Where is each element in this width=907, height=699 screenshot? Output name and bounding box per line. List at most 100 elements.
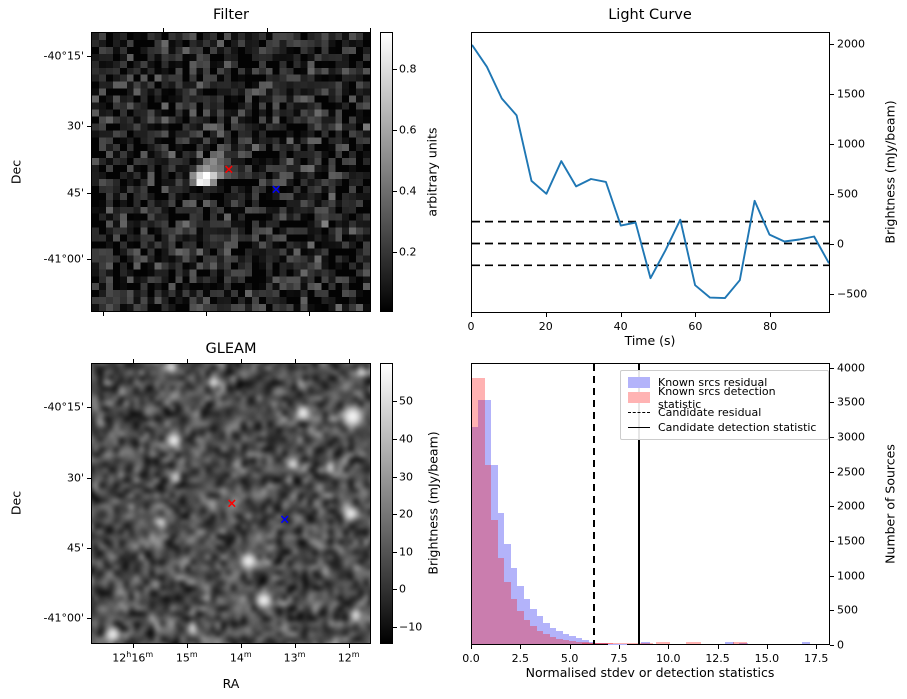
tick-mark xyxy=(830,506,834,508)
hist-bar-residual xyxy=(497,513,505,644)
filter-image-panel: × × xyxy=(91,32,371,312)
tick-mark xyxy=(87,617,91,619)
tick-mark xyxy=(87,548,91,550)
dec-tick-label: -40°15' xyxy=(43,400,85,414)
tick-mark xyxy=(830,144,834,145)
tick-mark xyxy=(348,359,350,363)
legend-item: Candidate detection statistic xyxy=(628,420,821,435)
hist-bar-detstat xyxy=(582,642,589,644)
tick-mark xyxy=(393,514,397,516)
hist-bar-residual xyxy=(569,636,576,644)
time-tick-label: 0 xyxy=(467,320,475,333)
tick-mark xyxy=(205,312,207,316)
hist-bar-detstat xyxy=(510,599,518,644)
hist-bar-residual xyxy=(594,642,602,644)
hist-bar-residual xyxy=(484,399,492,644)
legend-item-label: Known srcs detection statistic xyxy=(658,384,776,411)
colorbar-tick-label: 50 xyxy=(399,394,413,408)
tick-mark xyxy=(132,644,134,648)
filter-colorbar xyxy=(380,32,393,312)
colorbar-tick-label: 0 xyxy=(399,582,406,596)
tick-mark xyxy=(393,68,397,70)
hist-bar-residual xyxy=(523,598,531,644)
hist-bar-detstat xyxy=(497,558,505,644)
stdev-tick-label: 0.0 xyxy=(462,652,480,665)
stdev-tick-label: 17.5 xyxy=(803,652,829,665)
tick-mark xyxy=(471,645,472,649)
hist-bar-detstat xyxy=(588,642,595,644)
candidate-detection-statistic-line xyxy=(637,364,640,644)
hist-bar-detstat xyxy=(569,641,576,644)
count-tick-label: 2000 xyxy=(837,499,865,513)
tick-mark xyxy=(770,313,772,317)
legend-item-label: Candidate residual xyxy=(658,406,762,419)
stdev-tick-label: 2.5 xyxy=(511,652,530,665)
tick-mark xyxy=(830,471,834,473)
tick-mark xyxy=(830,44,834,45)
tick-mark xyxy=(87,126,91,128)
count-tick-label: 500 xyxy=(837,603,858,617)
tick-mark xyxy=(393,439,397,441)
tick-mark xyxy=(471,313,472,317)
time-tick-label: 60 xyxy=(688,320,703,333)
hist-bar-residual xyxy=(504,544,511,644)
ra-tick-label: 12m xyxy=(337,650,360,665)
count-tick-label: 2500 xyxy=(837,465,865,479)
legend-swatch-dashed-2 xyxy=(628,412,650,413)
hist-bar-detstat xyxy=(640,643,647,644)
hist-tail-bar xyxy=(725,641,734,644)
tick-mark xyxy=(545,313,547,317)
tick-mark xyxy=(87,193,91,194)
filter-dec-axis-label: Dec xyxy=(8,159,24,185)
legend-item: Known srcs residual xyxy=(628,375,821,390)
dec-tick-label: 45' xyxy=(66,186,84,200)
brightness-tick-label: −500 xyxy=(837,287,868,301)
hist-bar-detstat xyxy=(633,643,641,644)
time-tick-label: 20 xyxy=(538,320,553,333)
legend-item: Candidate residual xyxy=(628,405,821,420)
hist-tail-bar xyxy=(685,642,702,644)
tick-mark xyxy=(294,644,296,648)
tick-mark xyxy=(668,645,670,649)
legend-item-label: Known srcs residual xyxy=(658,376,768,389)
tick-mark xyxy=(830,402,834,404)
candidate-position-marker: × xyxy=(223,162,235,178)
filter-colorbar-label: arbitrary units xyxy=(424,127,440,217)
hist-tail-bar xyxy=(640,642,651,644)
time-tick-label: 80 xyxy=(763,320,778,333)
hist-tail-bar xyxy=(732,641,747,644)
tick-mark xyxy=(87,407,91,409)
count-tick-label: 1000 xyxy=(837,569,865,583)
stdev-tick-label: 10.0 xyxy=(656,652,681,665)
tick-mark xyxy=(618,645,620,649)
gleam-image xyxy=(92,364,370,643)
time-tick-label: 40 xyxy=(613,320,628,333)
hist-bar-residual xyxy=(601,643,608,644)
gleam-title: GLEAM xyxy=(205,341,257,357)
hist-tail-bar xyxy=(738,642,748,644)
brightness-tick-label: 2000 xyxy=(837,37,865,51)
hist-bar-detstat xyxy=(543,634,550,644)
tick-mark xyxy=(186,359,188,363)
hist-bar-detstat xyxy=(627,643,634,644)
hist-tail-bar xyxy=(656,641,671,644)
brightness-tick-label: 1000 xyxy=(837,137,865,151)
tick-mark xyxy=(266,28,268,32)
tick-mark xyxy=(830,437,834,439)
tick-mark xyxy=(393,551,397,553)
hist-bar-detstat xyxy=(556,638,563,644)
hist-bar-detstat xyxy=(575,641,583,644)
hist-bar-detstat xyxy=(562,640,570,644)
gleam-image-panel: × × xyxy=(91,363,371,644)
hist-bar-detstat xyxy=(607,643,615,644)
stdev-tick-label: 5.0 xyxy=(560,652,579,665)
hist-bar-residual xyxy=(510,568,518,644)
hist-bar-detstat xyxy=(614,643,621,644)
colorbar-tick-label: 30 xyxy=(399,470,413,484)
count-tick-label: 0 xyxy=(837,638,844,652)
hist-bar-detstat xyxy=(504,582,511,644)
hist-bar-detstat xyxy=(620,643,628,644)
stdev-tick-label: 12.5 xyxy=(705,652,730,665)
tick-mark xyxy=(393,252,397,254)
tick-mark xyxy=(717,645,719,649)
